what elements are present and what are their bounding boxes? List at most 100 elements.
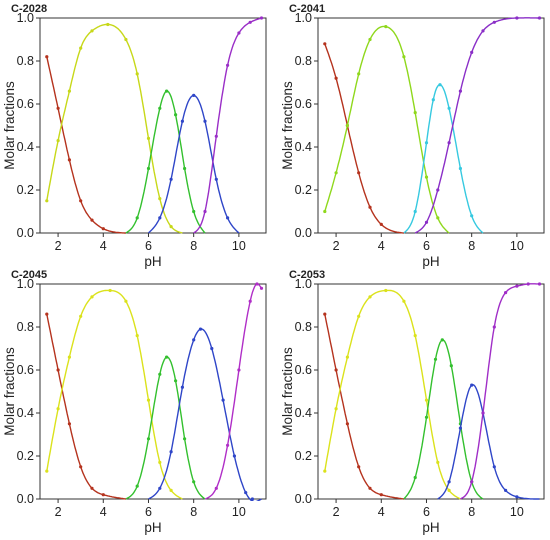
data-point: [158, 486, 162, 490]
data-point: [169, 488, 173, 492]
data-point: [537, 16, 542, 20]
series-line-0: [46, 56, 126, 234]
y-tick-label: 0.8: [295, 54, 312, 68]
panel-title: C-2028: [11, 3, 47, 15]
data-point: [174, 379, 178, 383]
data-point: [492, 465, 496, 469]
data-point: [146, 166, 151, 171]
series-line-1: [324, 25, 450, 234]
data-point: [515, 16, 519, 20]
y-tick-label: 0.6: [17, 363, 34, 377]
data-point: [259, 286, 264, 290]
y-tick-label: 0.6: [17, 97, 34, 111]
data-point: [458, 426, 462, 430]
data-point: [424, 398, 429, 402]
series-line-2: [403, 339, 484, 500]
data-point: [248, 299, 252, 303]
data-point: [135, 334, 139, 338]
data-point: [323, 209, 327, 214]
x-tick-label: 4: [100, 239, 107, 253]
plot-frame: [39, 283, 267, 500]
data-point: [226, 216, 230, 220]
x-tick-label: 4: [378, 239, 385, 253]
data-point: [108, 288, 112, 293]
series-line-2: [403, 83, 484, 234]
data-point: [158, 106, 162, 110]
data-point: [124, 37, 128, 42]
y-tick-label: 0.2: [17, 183, 34, 197]
x-tick-label: 8: [468, 505, 475, 519]
data-point: [357, 72, 361, 76]
data-point: [436, 216, 440, 220]
data-point: [345, 355, 349, 359]
data-point: [323, 312, 327, 316]
chart-panel-C-2041: C-2041 0.0 0.2 0.4 0.6 0.8 1.0 2 4 6 8 10 pH Molar fr…: [280, 3, 545, 269]
data-point: [537, 282, 542, 286]
x-tick-label: 6: [423, 239, 430, 253]
data-point: [237, 31, 241, 35]
x-tick-label: 10: [232, 505, 246, 519]
data-point: [237, 368, 241, 372]
data-point: [424, 415, 429, 419]
data-point: [323, 42, 327, 46]
x-tick-label: 8: [190, 239, 197, 253]
data-point: [323, 469, 327, 473]
data-point: [413, 475, 417, 480]
data-point: [436, 188, 440, 192]
data-point: [169, 177, 173, 181]
data-point: [180, 385, 184, 389]
data-point: [203, 119, 207, 123]
data-point: [169, 225, 173, 229]
data-point: [402, 299, 406, 303]
data-point: [158, 197, 162, 201]
data-point: [504, 488, 508, 492]
data-point: [165, 89, 169, 93]
y-tick-label: 1.0: [295, 11, 312, 25]
data-point: [368, 295, 372, 299]
data-point: [203, 209, 207, 214]
data-point: [192, 338, 196, 342]
data-point: [368, 37, 372, 42]
x-tick-label: 6: [145, 505, 152, 519]
data-point: [424, 220, 429, 224]
y-tick-label: 0.8: [17, 320, 34, 334]
panel-title: C-2041: [289, 3, 325, 15]
series-line-3: [148, 328, 262, 501]
data-point: [492, 325, 496, 329]
y-tick-label: 0.0: [17, 226, 34, 240]
data-point: [198, 327, 203, 331]
series-line-4: [193, 17, 262, 234]
data-point: [79, 465, 83, 469]
data-point: [192, 480, 196, 484]
data-point: [515, 495, 519, 499]
data-point: [124, 299, 128, 303]
data-point: [447, 488, 451, 492]
x-tick-label: 4: [100, 505, 107, 519]
series-line-1: [46, 289, 183, 500]
y-tick-label: 0.2: [295, 449, 312, 463]
data-point: [67, 89, 71, 93]
data-point: [106, 22, 110, 27]
data-point: [438, 83, 442, 87]
data-point: [90, 218, 94, 222]
y-axis-label: Molar fractions: [2, 81, 17, 170]
data-point: [504, 291, 508, 295]
data-point: [440, 338, 444, 342]
data-point: [45, 469, 49, 473]
data-point: [470, 480, 474, 484]
data-point: [79, 46, 83, 50]
series-line-4: [204, 283, 263, 500]
data-point: [345, 422, 349, 426]
plot-frame: [317, 283, 545, 500]
y-axis-label: Molar fractions: [2, 347, 17, 436]
data-point: [492, 20, 496, 24]
data-point: [470, 50, 474, 55]
panel-title: C-2053: [289, 269, 325, 281]
data-point: [183, 166, 187, 171]
data-point: [101, 493, 105, 497]
data-point: [379, 222, 383, 226]
y-tick-label: 0.8: [295, 320, 312, 334]
y-tick-label: 0.6: [295, 97, 312, 111]
data-point: [90, 29, 94, 33]
data-point: [357, 171, 361, 175]
